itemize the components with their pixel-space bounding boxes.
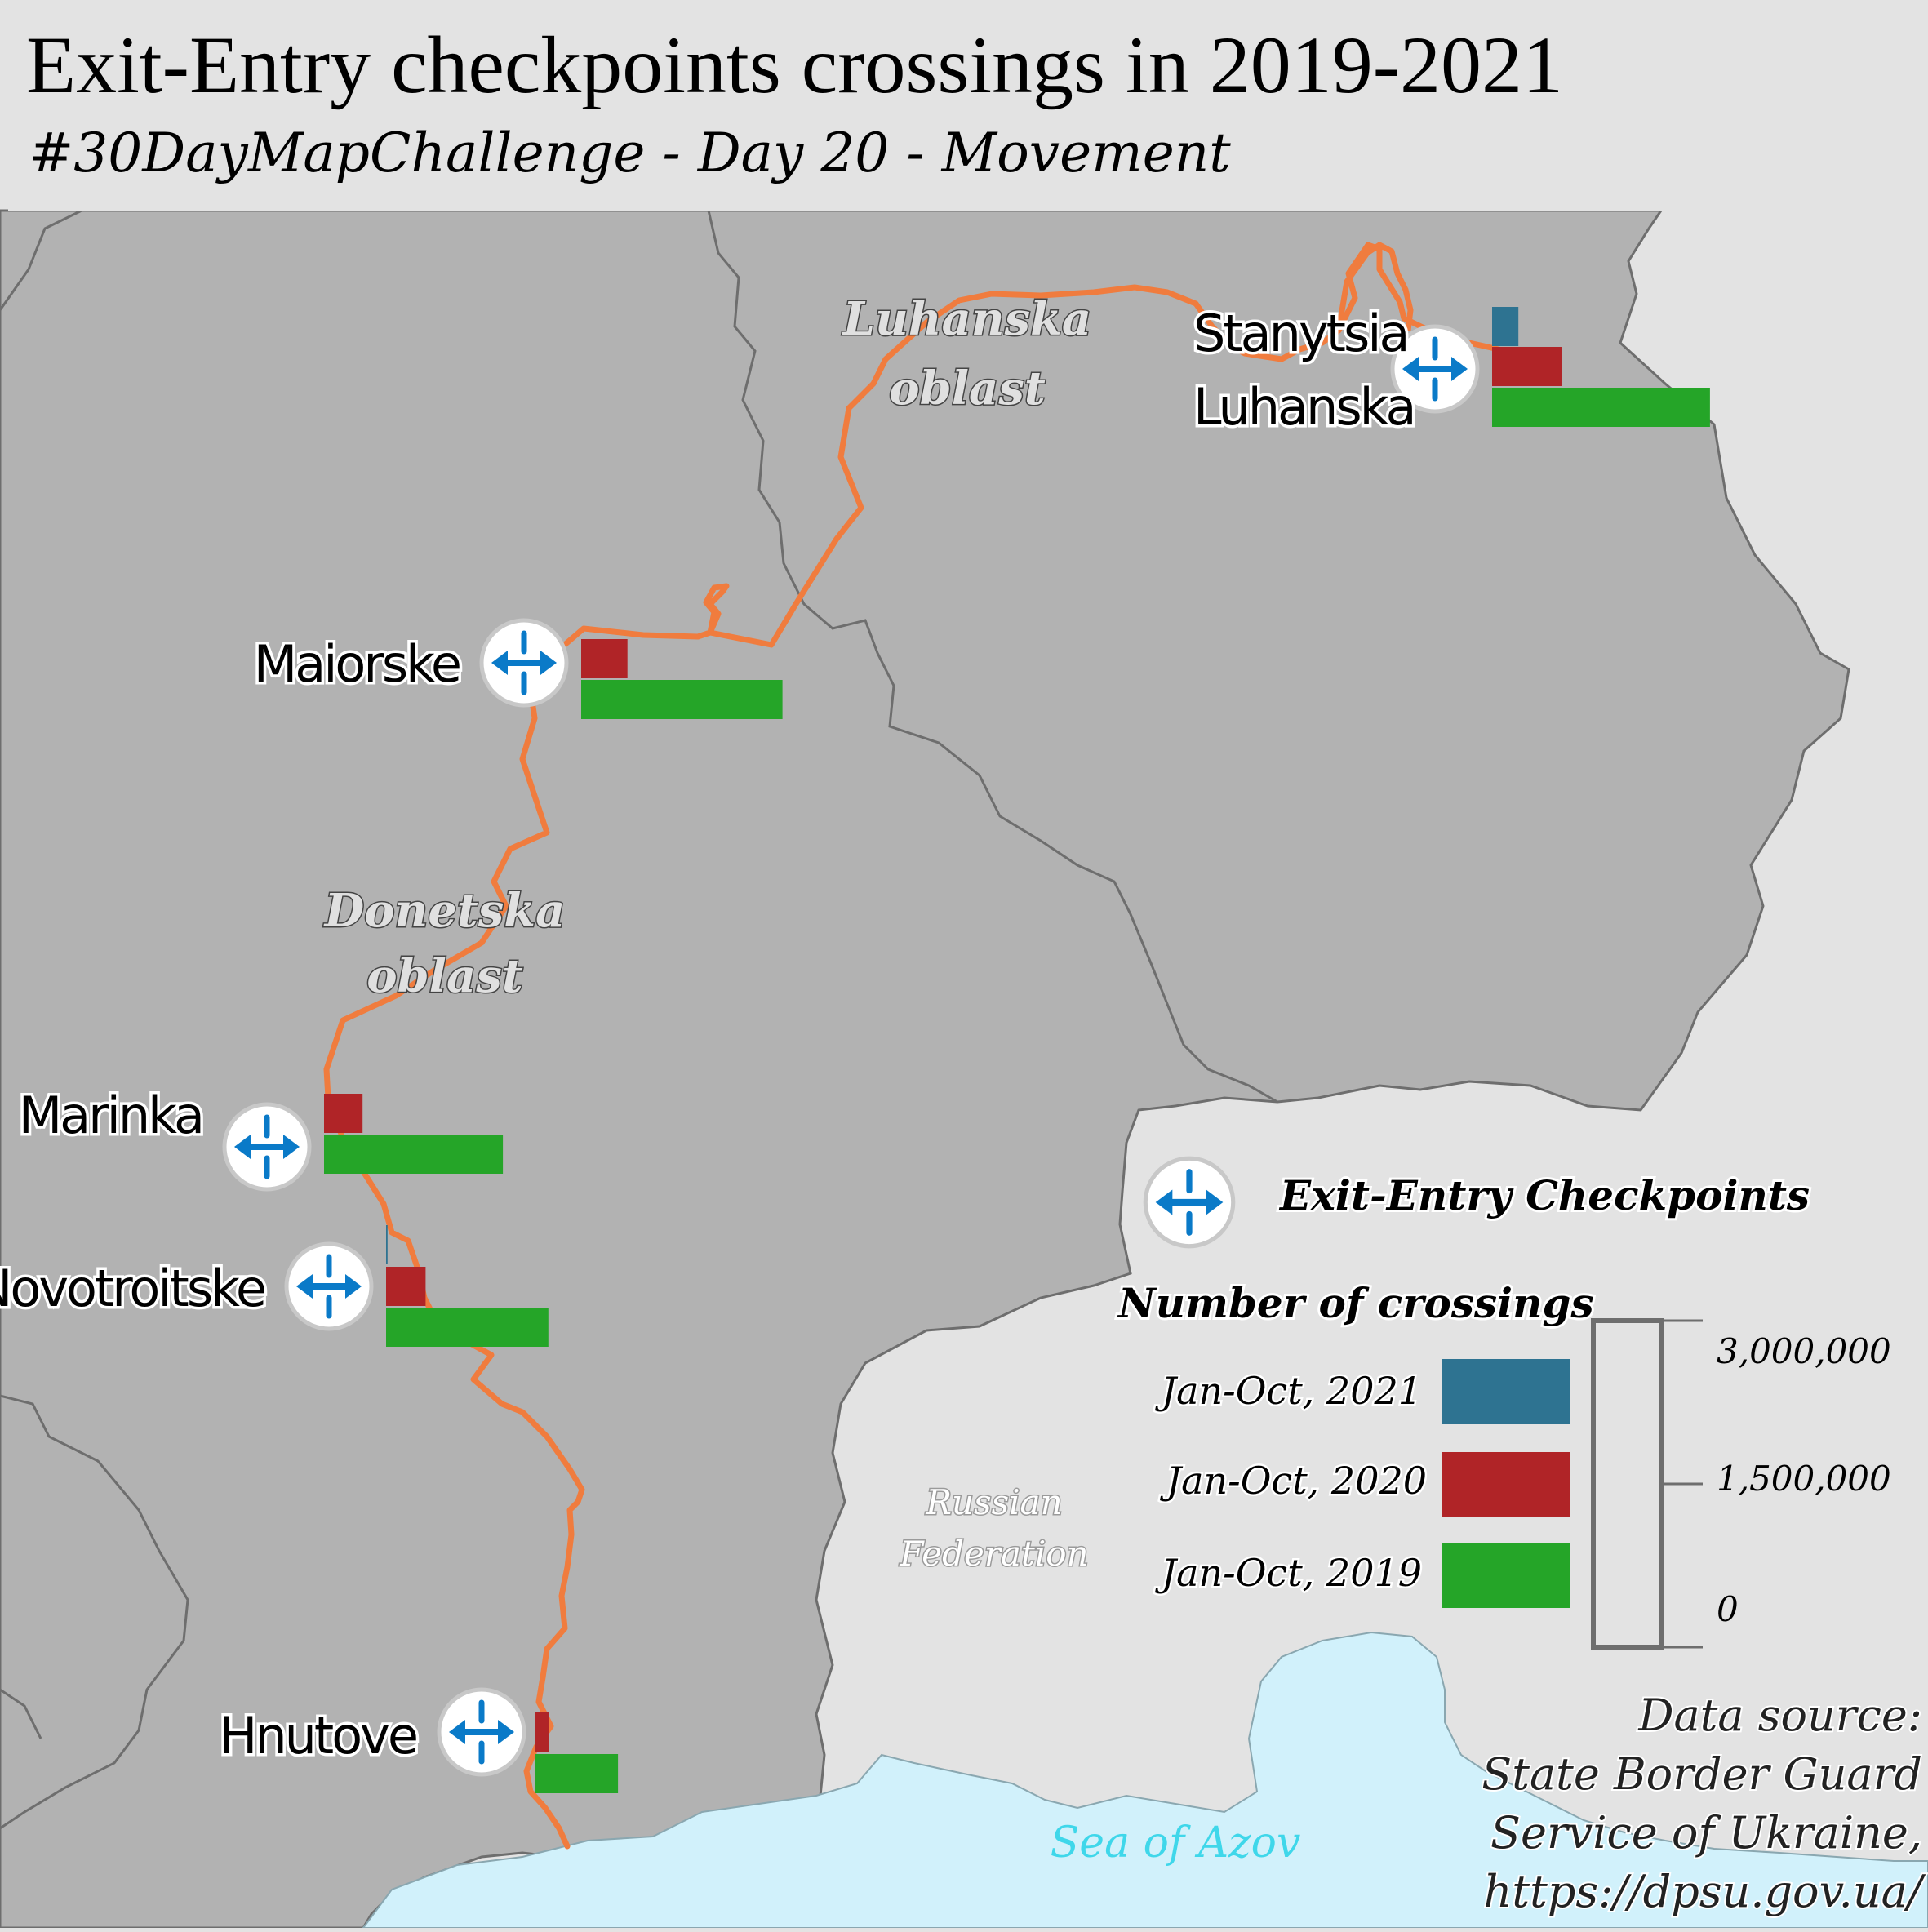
bar-2021 bbox=[1492, 307, 1519, 346]
bar-2020 bbox=[386, 1267, 426, 1306]
checkpoint-icon bbox=[439, 1690, 524, 1774]
legend-swatch-2020 bbox=[1442, 1452, 1570, 1517]
legend-series-label-2021: Jan-Oct, 2021 bbox=[1155, 1369, 1422, 1413]
checkpoint-maiorske: Maiorske bbox=[251, 620, 783, 719]
checkpoint-marinka: Marinka bbox=[16, 1083, 504, 1189]
data-source: Data source: State Border Guard Service … bbox=[1480, 1688, 1928, 1919]
checkpoint-label: Hnutove bbox=[220, 1706, 416, 1765]
checkpoint-label: Marinka bbox=[19, 1086, 202, 1145]
checkpoint-label: Maiorske bbox=[254, 634, 460, 694]
checkpoint-label: Novotroitske bbox=[0, 1259, 264, 1318]
checkpoint-icon bbox=[287, 1244, 371, 1329]
admin-boundaries bbox=[0, 209, 1278, 1830]
sea-of-azov-label: Sea of Azov bbox=[1051, 1819, 1301, 1868]
russia-label-line-1: Russian bbox=[925, 1482, 1062, 1522]
bar-2021 bbox=[386, 1225, 388, 1264]
contact-line-loop bbox=[1335, 242, 1414, 331]
source-line-4: https://dpsu.gov.ua/ bbox=[1484, 1866, 1926, 1917]
luhanska-oblast-label-line-1: Luhanska bbox=[842, 292, 1091, 346]
legend-scale-label-zero: 0 bbox=[1717, 1589, 1739, 1629]
map-subtitle: #30DayMapChallenge - Day 20 - Movement bbox=[29, 122, 1231, 184]
bar-2020 bbox=[581, 639, 628, 678]
source-line-2: State Border Guard bbox=[1482, 1748, 1922, 1800]
legend-series-label-2020: Jan-Oct, 2020 bbox=[1160, 1459, 1427, 1503]
bar-2019 bbox=[1492, 388, 1710, 427]
checkpoint-label-line-1: Stanytsia bbox=[1193, 304, 1407, 363]
sea-of-azov bbox=[362, 1631, 1928, 1929]
legend-scale-label-mid: 1,500,000 bbox=[1717, 1459, 1891, 1499]
legend-checkpoint-icon bbox=[1145, 1158, 1233, 1246]
bar-2020 bbox=[535, 1712, 549, 1752]
legend-swatch-2019 bbox=[1442, 1543, 1570, 1608]
legend-icon-label: Exit-Entry Checkpoints bbox=[1278, 1171, 1810, 1219]
checkpoint-hnutove: Hnutove bbox=[216, 1690, 619, 1793]
legend: Exit-Entry Checkpoints Number of crossin… bbox=[1114, 1158, 1891, 1650]
bar-2019 bbox=[535, 1754, 619, 1793]
bar-2019 bbox=[386, 1308, 549, 1347]
checkpoint-icon bbox=[224, 1104, 309, 1189]
map-title: Exit-Entry checkpoints crossings in 2019… bbox=[26, 20, 1563, 110]
source-line-3: Service of Ukraine, bbox=[1490, 1807, 1922, 1859]
legend-title: Number of crossings bbox=[1117, 1279, 1594, 1327]
donetska-oblast-label-line-2: oblast bbox=[366, 949, 523, 1003]
checkpoint-icon bbox=[482, 620, 566, 705]
legend-swatch-2021 bbox=[1442, 1359, 1570, 1424]
bar-2019 bbox=[324, 1135, 504, 1174]
bar-2020 bbox=[324, 1094, 363, 1133]
legend-series-label-2019: Jan-Oct, 2019 bbox=[1155, 1551, 1422, 1595]
russia-label-line-2: Federation bbox=[899, 1534, 1088, 1574]
luhanska-oblast-label-line-2: oblast bbox=[889, 362, 1046, 415]
legend-scale-label-max: 3,000,000 bbox=[1717, 1331, 1891, 1371]
bar-2020 bbox=[1492, 347, 1562, 386]
checkpoint-novotroitske: Novotroitske bbox=[0, 1225, 549, 1347]
title-box bbox=[8, 0, 1665, 211]
legend-scale-bar bbox=[1591, 1318, 1664, 1650]
checkpoint-label-line-2: Luhanska bbox=[1193, 377, 1414, 437]
donetska-oblast-label-line-1: Donetska bbox=[323, 884, 566, 938]
source-line-1: Data source: bbox=[1637, 1690, 1922, 1741]
checkpoint-stanytsia-luhanska: Stanytsia Luhanska bbox=[1191, 301, 1710, 440]
bar-2019 bbox=[581, 680, 783, 719]
